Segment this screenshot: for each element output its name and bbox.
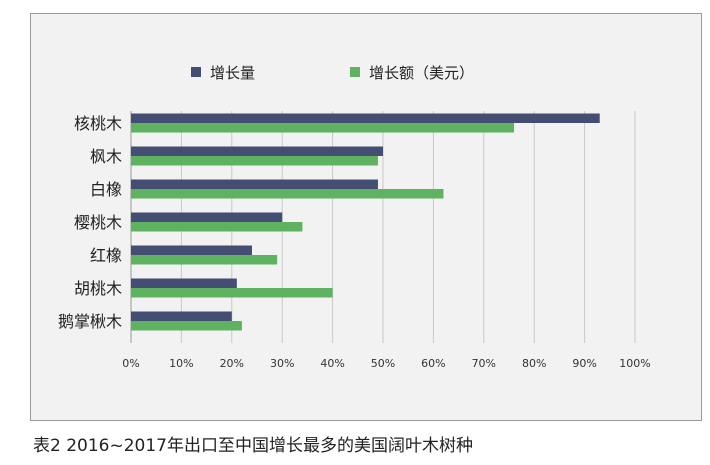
bar-4-series-1 xyxy=(131,255,278,265)
x-tick-label-4: 40% xyxy=(320,357,344,370)
x-tick-label-10: 100% xyxy=(619,357,650,370)
bar-5-series-0 xyxy=(131,278,237,288)
x-tick-label-5: 50% xyxy=(371,357,395,370)
category-label-3: 樱桃木 xyxy=(74,213,122,232)
bars xyxy=(131,113,600,331)
category-label-6: 鹅掌楸木 xyxy=(58,312,122,331)
bar-6-series-0 xyxy=(131,311,232,321)
legend-label-1: 增长额（美元） xyxy=(369,64,474,82)
category-label-0: 核桃木 xyxy=(74,114,122,133)
legend-swatch-0 xyxy=(191,67,201,77)
figure-caption: 表2 2016~2017年出口至中国增长最多的美国阔叶木树种 xyxy=(33,436,473,456)
x-tick-label-3: 30% xyxy=(270,357,294,370)
bar-1-series-1 xyxy=(131,156,378,166)
x-tick-label-8: 80% xyxy=(522,357,546,370)
bar-0-series-1 xyxy=(131,123,515,133)
x-tick-labels: 0% 10% 20% 30% 40% 50% 60% 70% 80% 90% 100% xyxy=(122,357,650,370)
legend-swatch-1 xyxy=(350,67,360,77)
bar-0-series-0 xyxy=(131,113,600,123)
x-tick-label-7: 70% xyxy=(472,357,496,370)
bar-2-series-1 xyxy=(131,189,444,199)
bar-5-series-1 xyxy=(131,288,333,298)
x-tick-label-2: 20% xyxy=(220,357,244,370)
bar-3-series-1 xyxy=(131,222,303,232)
legend: 增长量 增长额（美元） xyxy=(191,64,474,82)
bar-2-series-0 xyxy=(131,179,378,189)
category-label-1: 枫木 xyxy=(90,147,122,166)
bar-3-series-0 xyxy=(131,212,283,222)
x-tick-label-6: 60% xyxy=(421,357,445,370)
category-label-4: 红橡 xyxy=(90,246,122,265)
legend-label-0: 增长量 xyxy=(210,64,255,82)
x-tick-label-9: 90% xyxy=(572,357,596,370)
category-label-5: 胡桃木 xyxy=(74,279,122,298)
x-tick-label-0: 0% xyxy=(122,357,139,370)
bar-1-series-0 xyxy=(131,146,383,156)
category-label-2: 白橡 xyxy=(90,180,122,199)
bar-4-series-0 xyxy=(131,245,252,255)
bar-6-series-1 xyxy=(131,321,242,331)
x-tick-label-1: 10% xyxy=(169,357,193,370)
